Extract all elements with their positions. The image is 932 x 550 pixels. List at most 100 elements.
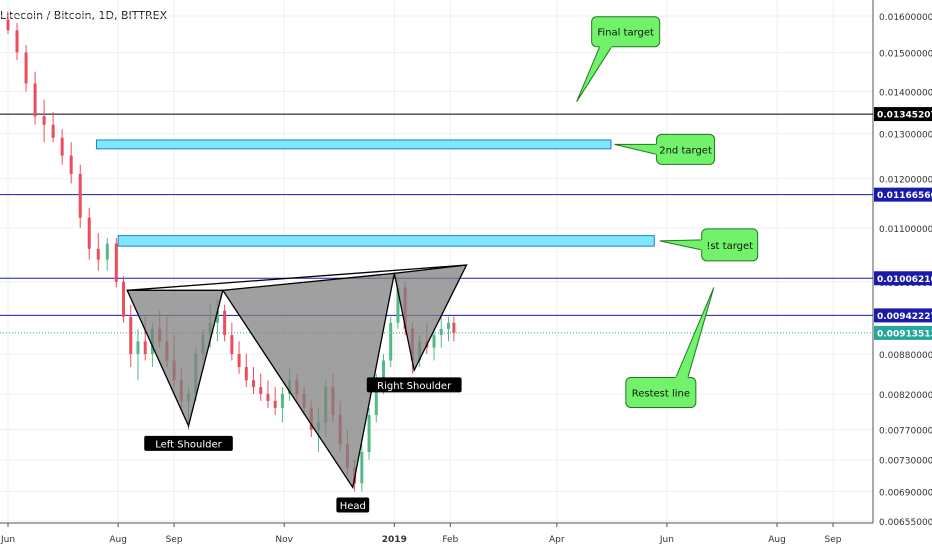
- x-tick-label: Nov: [275, 535, 293, 545]
- candle: [122, 276, 126, 323]
- candle: [223, 304, 227, 342]
- callout: 2nd target: [614, 133, 716, 165]
- right-shoulder-triangle: [393, 264, 468, 373]
- candle-body: [259, 387, 263, 394]
- y-tick-label: 0.01500000: [879, 49, 932, 59]
- candle: [452, 316, 456, 342]
- left-shoulder-triangle: [126, 289, 224, 428]
- candle-body: [33, 83, 37, 117]
- candle: [432, 328, 436, 361]
- y-tick-label: 0.00655000: [879, 518, 932, 528]
- candle: [259, 373, 263, 401]
- callout-text: Final target: [597, 28, 654, 39]
- candle: [252, 367, 256, 394]
- candle-body: [280, 393, 284, 408]
- callout: !st target: [659, 228, 759, 262]
- left-shoulder-label-bg: [144, 435, 233, 451]
- candle-body: [114, 243, 118, 282]
- price-level-label-bg: [874, 271, 932, 286]
- candle-body: [432, 335, 436, 348]
- target-zone: [95, 139, 612, 150]
- y-tick-label: 0.01600000: [879, 13, 932, 23]
- candle: [78, 164, 82, 228]
- price-level-label: 0.01006210: [877, 275, 932, 285]
- candle: [60, 129, 64, 165]
- x-tick-label: Apr: [549, 535, 565, 545]
- neckline: [127, 264, 467, 291]
- head-label-bg: [336, 497, 370, 513]
- candle: [367, 407, 371, 460]
- candle: [33, 71, 37, 125]
- callout-text: !st target: [706, 241, 753, 252]
- candle: [69, 142, 73, 184]
- candle: [266, 380, 270, 408]
- candle-body: [143, 341, 147, 355]
- candle-body: [136, 341, 140, 355]
- left-shoulder-label-text: Left Shoulder: [155, 439, 222, 450]
- candle-body: [96, 248, 100, 260]
- candle-body: [266, 393, 270, 401]
- candle-body: [69, 155, 73, 174]
- candle-body: [215, 310, 219, 323]
- callout-pointer: [576, 46, 613, 102]
- callout-text: Restest line: [632, 388, 690, 399]
- candle-body: [78, 173, 82, 218]
- price-level-label-bg: [874, 107, 932, 122]
- left-shoulder-label: Left Shoulder: [144, 435, 233, 451]
- candle-body: [230, 335, 234, 355]
- candle-body: [396, 287, 400, 323]
- x-tick-label: Sep: [166, 535, 183, 545]
- y-tick-label: 0.00820000: [879, 391, 932, 401]
- price-level-label: 0.01166566: [877, 191, 932, 201]
- candle: [51, 112, 55, 143]
- y-tick-label: 0.01400000: [879, 89, 932, 99]
- candle: [280, 387, 284, 423]
- candle: [136, 328, 140, 381]
- candle: [15, 23, 19, 61]
- callout-pointer: [659, 239, 703, 251]
- candle-body: [360, 452, 364, 484]
- candle: [439, 316, 443, 348]
- candle: [96, 233, 100, 271]
- x-tick-label: Aug: [109, 535, 127, 545]
- candle: [129, 304, 133, 368]
- candle: [244, 354, 248, 388]
- candle-body: [24, 52, 28, 84]
- candle-body: [129, 316, 133, 355]
- y-tick-label: 0.01300000: [879, 130, 932, 140]
- callout: Restest line: [625, 287, 715, 408]
- candle: [105, 238, 109, 271]
- candle: [446, 316, 450, 342]
- candle-body: [367, 415, 371, 453]
- candle-body: [273, 400, 277, 408]
- candle: [24, 45, 28, 92]
- callout-box: [591, 16, 661, 48]
- right-shoulder-label: Right Shoulder: [366, 377, 462, 393]
- candle-body: [381, 360, 385, 381]
- candle: [42, 99, 46, 143]
- candle: [230, 322, 234, 361]
- right-shoulder-label-text: Right Shoulder: [377, 381, 452, 392]
- candle-body: [252, 380, 256, 388]
- head-label-text: Head: [340, 501, 366, 512]
- price-level-label: 0.00942227: [877, 312, 932, 322]
- candle-body: [60, 137, 64, 156]
- price-level-label-bg: [874, 308, 932, 323]
- candle: [6, 12, 10, 34]
- candle-body: [105, 243, 109, 260]
- candle-body: [51, 124, 55, 138]
- y-tick-label: 0.01100000: [879, 225, 932, 235]
- y-tick-label: 0.00880000: [879, 351, 932, 361]
- x-tick-label: Feb: [442, 535, 458, 545]
- y-tick-label: 0.00690000: [879, 489, 932, 499]
- candle-body: [6, 19, 10, 31]
- candle: [389, 316, 393, 368]
- x-tick-label: Jun: [0, 535, 15, 545]
- target-zone: [117, 235, 655, 247]
- candle-body: [374, 380, 378, 416]
- price-level-label-bg: [874, 325, 932, 340]
- callout: Final target: [576, 16, 661, 102]
- candle-body: [223, 310, 227, 336]
- y-tick-label: 0.00770000: [879, 427, 932, 437]
